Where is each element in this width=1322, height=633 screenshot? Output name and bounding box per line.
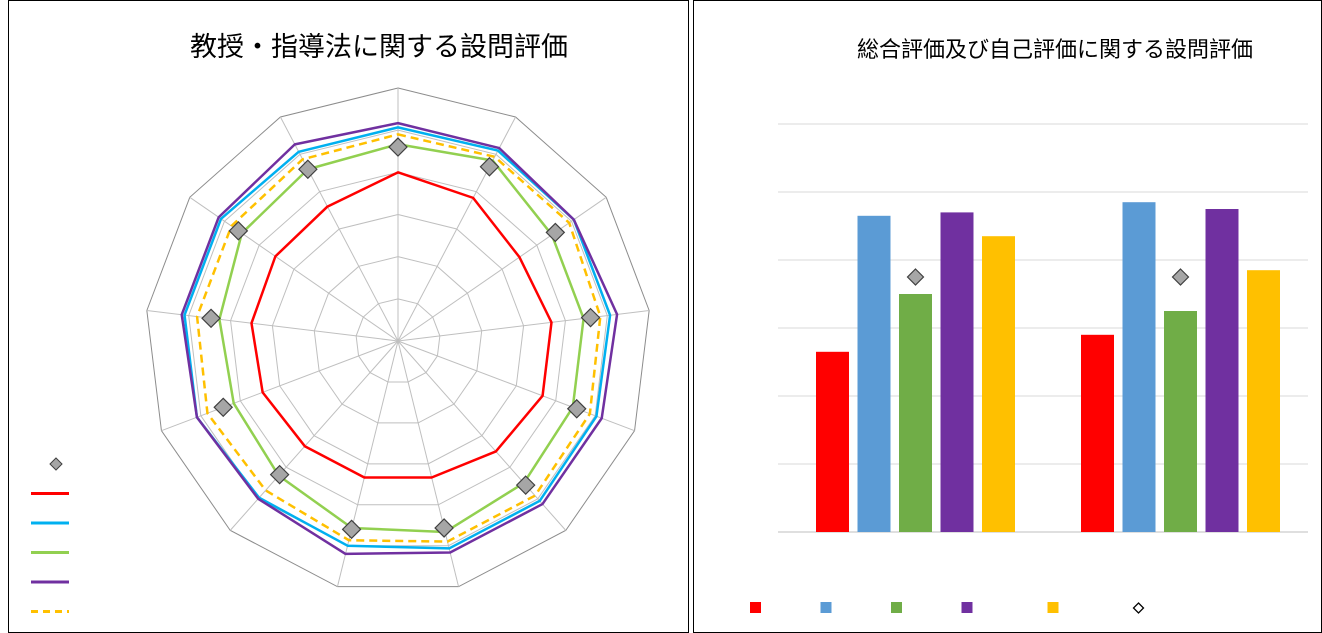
- bar-薬学部: [899, 294, 932, 532]
- radar-overall-point: [214, 398, 232, 416]
- bar-overall-point: [1173, 269, 1189, 285]
- radar-overall-point: [568, 400, 586, 418]
- radar-overall-point: [202, 309, 220, 327]
- bar-看護学部: [1206, 209, 1239, 532]
- radar-overall-point: [435, 519, 453, 537]
- bar-医学部: [816, 352, 849, 532]
- bar-歯学部: [858, 216, 891, 532]
- bar-legend: [750, 602, 1144, 613]
- legend-marker-overall: [1134, 603, 1144, 613]
- radar-chart-panel: 教授・指導法に関する設問評価: [8, 0, 689, 633]
- radar-legend: [31, 458, 69, 612]
- bar-医学部: [1081, 335, 1114, 532]
- legend-marker-全体: [50, 458, 62, 470]
- radar-chart: 教授・指導法に関する設問評価: [9, 1, 688, 632]
- radar-overall-point: [546, 223, 564, 241]
- legend-swatch-薬学部: [891, 602, 902, 613]
- radar-spoke: [398, 341, 566, 530]
- legend-swatch-看護学部: [962, 602, 973, 613]
- bar-合同授業: [982, 236, 1015, 532]
- bar-歯学部: [1123, 202, 1156, 532]
- bar-chart-panel: 総合評価及び自己評価に関する設問評価: [693, 0, 1322, 633]
- legend-swatch-医学部: [750, 602, 761, 613]
- radar-overall-point: [389, 138, 407, 156]
- bar-overall-point: [908, 269, 924, 285]
- radar-chart-title: 教授・指導法に関する設問評価: [190, 32, 568, 63]
- radar-overall-point: [582, 309, 600, 327]
- bar-chart: 総合評価及び自己評価に関する設問評価: [694, 1, 1321, 632]
- legend-swatch-歯学部: [821, 602, 832, 613]
- radar-overall-point: [480, 158, 498, 176]
- bar-看護学部: [941, 212, 974, 532]
- bar-chart-title: 総合評価及び自己評価に関する設問評価: [857, 38, 1253, 63]
- bar-薬学部: [1164, 311, 1197, 532]
- legend-swatch-合同授業: [1048, 602, 1059, 613]
- bar-合同授業: [1247, 270, 1280, 532]
- radar-overall-point: [517, 476, 535, 494]
- radar-series-合同授業: [197, 134, 600, 541]
